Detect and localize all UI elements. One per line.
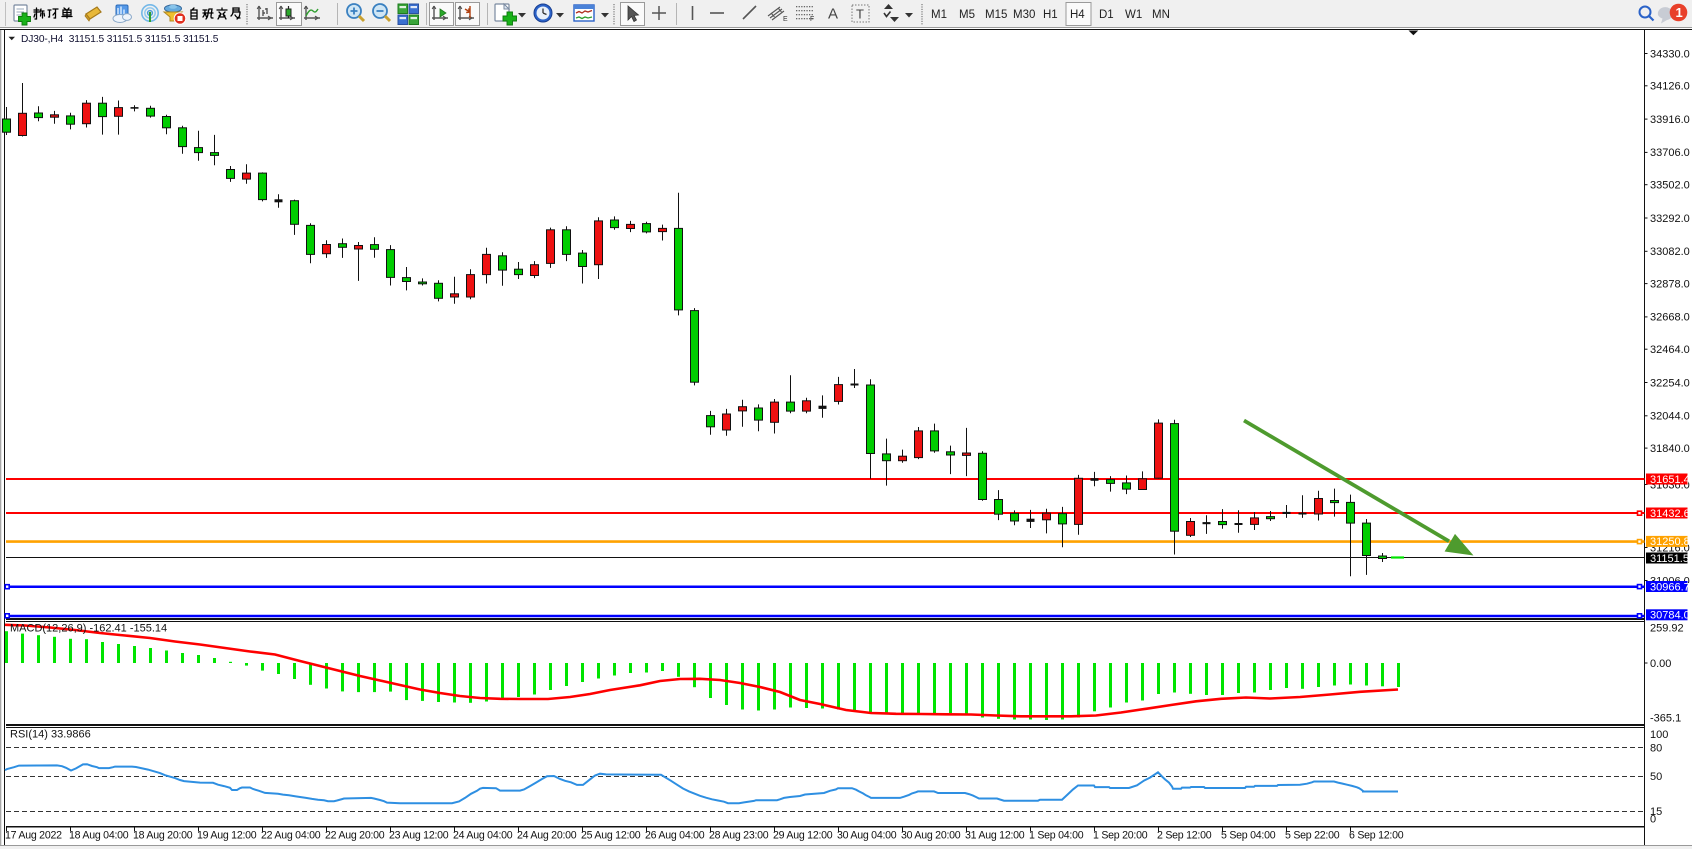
svg-text:26 Aug 04:00: 26 Aug 04:00 [645, 830, 705, 842]
svg-text:28 Aug 23:00: 28 Aug 23:00 [709, 830, 769, 842]
svg-text:100: 100 [1650, 729, 1668, 741]
svg-text:33082.0: 33082.0 [1650, 246, 1690, 258]
svg-text:DJ30-,H4 31151.5 31151.5 3115: DJ30-,H4 31151.5 31151.5 31151.5 31151.5 [21, 34, 219, 45]
svg-text:15: 15 [1650, 806, 1662, 818]
svg-text:0.00: 0.00 [1650, 658, 1671, 670]
svg-text:31840.0: 31840.0 [1650, 443, 1690, 455]
svg-text:33916.0: 33916.0 [1650, 114, 1690, 126]
svg-text:259.92: 259.92 [1650, 623, 1684, 635]
svg-text:31 Aug 12:00: 31 Aug 12:00 [965, 830, 1025, 842]
svg-text:32044.0: 32044.0 [1650, 411, 1690, 423]
svg-text:H1: H1 [1043, 9, 1058, 21]
svg-text:MN: MN [1152, 9, 1170, 21]
svg-text:M5: M5 [959, 9, 975, 21]
svg-text:34330.0: 34330.0 [1650, 48, 1690, 60]
svg-text:T: T [856, 7, 864, 22]
svg-text:30 Aug 20:00: 30 Aug 20:00 [901, 830, 961, 842]
svg-text:-365.1: -365.1 [1650, 712, 1681, 724]
svg-text:0: 0 [1650, 814, 1656, 826]
svg-text:1 Sep 04:00: 1 Sep 04:00 [1029, 830, 1084, 842]
svg-text:32668.0: 32668.0 [1650, 312, 1690, 324]
svg-text:31432.6: 31432.6 [1650, 508, 1690, 520]
svg-text:24 Aug 20:00: 24 Aug 20:00 [517, 830, 577, 842]
svg-text:E: E [783, 16, 788, 23]
svg-text:24 Aug 04:00: 24 Aug 04:00 [453, 830, 513, 842]
svg-text:1: 1 [1676, 5, 1683, 20]
svg-text:34126.0: 34126.0 [1650, 81, 1690, 93]
svg-text:31250.8: 31250.8 [1650, 536, 1690, 548]
svg-text:32878.0: 32878.0 [1650, 278, 1690, 290]
svg-text:25 Aug 12:00: 25 Aug 12:00 [581, 830, 641, 842]
svg-text:RSI(14) 33.9866: RSI(14) 33.9866 [10, 729, 91, 741]
svg-text:33502.0: 33502.0 [1650, 180, 1690, 192]
svg-text:H4: H4 [1070, 9, 1085, 21]
svg-text:5 Sep 04:00: 5 Sep 04:00 [1221, 830, 1276, 842]
svg-text:2 Sep 12:00: 2 Sep 12:00 [1157, 830, 1212, 842]
svg-text:31651.4: 31651.4 [1650, 474, 1690, 486]
svg-text:M30: M30 [1013, 9, 1035, 21]
svg-text:30966.7: 30966.7 [1650, 581, 1690, 593]
svg-text:29 Aug 12:00: 29 Aug 12:00 [773, 830, 833, 842]
svg-text:5 Sep 22:00: 5 Sep 22:00 [1285, 830, 1340, 842]
svg-text:18 Aug 04:00: 18 Aug 04:00 [69, 830, 129, 842]
svg-text:A: A [828, 6, 838, 23]
svg-text:30 Aug 04:00: 30 Aug 04:00 [837, 830, 897, 842]
svg-text:18 Aug 20:00: 18 Aug 20:00 [133, 830, 193, 842]
svg-text:MACD(12,26,9) -162.41 -155.14: MACD(12,26,9) -162.41 -155.14 [10, 623, 167, 635]
svg-text:M15: M15 [985, 9, 1007, 21]
svg-text:W1: W1 [1125, 9, 1142, 21]
svg-text:M1: M1 [931, 9, 947, 21]
svg-text:31151.5: 31151.5 [1650, 553, 1689, 565]
svg-text:22 Aug 04:00: 22 Aug 04:00 [261, 830, 321, 842]
svg-text:30784.0: 30784.0 [1650, 610, 1690, 622]
svg-text:23 Aug 12:00: 23 Aug 12:00 [389, 830, 449, 842]
svg-text:22 Aug 20:00: 22 Aug 20:00 [325, 830, 385, 842]
svg-text:50: 50 [1650, 771, 1662, 783]
svg-text:6 Sep 12:00: 6 Sep 12:00 [1349, 830, 1404, 842]
svg-text:33706.0: 33706.0 [1650, 147, 1690, 159]
svg-text:F: F [810, 16, 814, 23]
svg-text:80: 80 [1650, 742, 1662, 754]
svg-text:33292.0: 33292.0 [1650, 213, 1690, 225]
svg-text:D1: D1 [1099, 9, 1114, 21]
svg-text:32464.0: 32464.0 [1650, 344, 1690, 356]
svg-text:32254.0: 32254.0 [1650, 377, 1690, 389]
svg-text:17 Aug 2022: 17 Aug 2022 [5, 830, 62, 842]
svg-text:1 Sep 20:00: 1 Sep 20:00 [1093, 830, 1148, 842]
svg-text:19 Aug 12:00: 19 Aug 12:00 [197, 830, 257, 842]
